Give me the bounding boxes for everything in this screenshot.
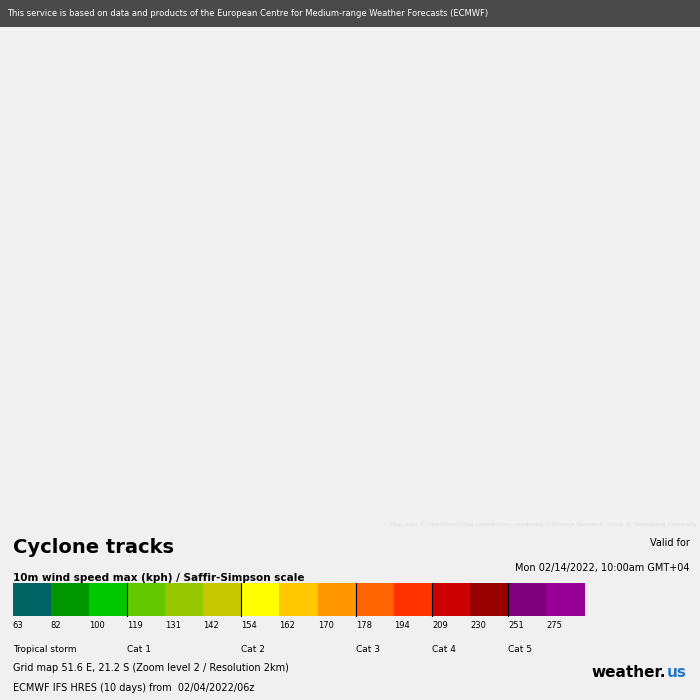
- Text: 142: 142: [203, 622, 219, 631]
- Text: 194: 194: [394, 622, 410, 631]
- Bar: [13, 583, 50, 617]
- Text: 82: 82: [50, 622, 62, 631]
- Text: 100: 100: [89, 622, 104, 631]
- Text: ECMWF IFS HRES (10 days) from  02/04/2022/06z: ECMWF IFS HRES (10 days) from 02/04/2022…: [13, 683, 254, 693]
- Bar: [356, 583, 394, 617]
- Bar: [165, 583, 203, 617]
- Text: 63: 63: [13, 622, 23, 631]
- Text: Map data © OpenStreetMap contributors, rendering GIScience Research Group @ Heid: Map data © OpenStreetMap contributors, r…: [389, 521, 696, 526]
- Bar: [318, 583, 356, 617]
- Text: Mon 02/14/2022, 10:00am GMT+04: Mon 02/14/2022, 10:00am GMT+04: [515, 563, 690, 573]
- Text: 209: 209: [432, 622, 448, 631]
- Bar: [50, 583, 89, 617]
- Text: 170: 170: [318, 622, 333, 631]
- Text: 230: 230: [470, 622, 486, 631]
- Bar: [508, 583, 547, 617]
- Text: Cat 3: Cat 3: [356, 645, 379, 654]
- Text: Cat 1: Cat 1: [127, 645, 151, 654]
- Text: 10m wind speed max (kph) / Saffir-Simpson scale: 10m wind speed max (kph) / Saffir-Simpso…: [13, 573, 304, 583]
- Text: This service is based on data and products of the European Centre for Medium-ran: This service is based on data and produc…: [7, 9, 488, 18]
- Text: Valid for: Valid for: [650, 538, 690, 547]
- Text: 178: 178: [356, 622, 372, 631]
- Bar: [279, 583, 318, 617]
- Text: 154: 154: [241, 622, 257, 631]
- Text: Cyclone tracks: Cyclone tracks: [13, 538, 174, 556]
- Bar: [203, 583, 242, 617]
- Text: weather.: weather.: [592, 665, 666, 680]
- Text: Cat 4: Cat 4: [432, 645, 456, 654]
- Bar: [470, 583, 508, 617]
- Bar: [127, 583, 165, 617]
- Text: 275: 275: [547, 622, 562, 631]
- Text: 162: 162: [279, 622, 295, 631]
- Text: Tropical storm: Tropical storm: [13, 645, 76, 654]
- Text: Grid map 51.6 E, 21.2 S (Zoom level 2 / Resolution 2km): Grid map 51.6 E, 21.2 S (Zoom level 2 / …: [13, 663, 288, 673]
- Text: 251: 251: [508, 622, 524, 631]
- Text: 131: 131: [165, 622, 181, 631]
- Bar: [241, 583, 279, 617]
- Text: 119: 119: [127, 622, 143, 631]
- Bar: [432, 583, 470, 617]
- Text: Cat 5: Cat 5: [508, 645, 532, 654]
- Text: Cat 2: Cat 2: [241, 645, 265, 654]
- Bar: [547, 583, 584, 617]
- Bar: [89, 583, 127, 617]
- Bar: [394, 583, 432, 617]
- Text: us: us: [667, 665, 687, 680]
